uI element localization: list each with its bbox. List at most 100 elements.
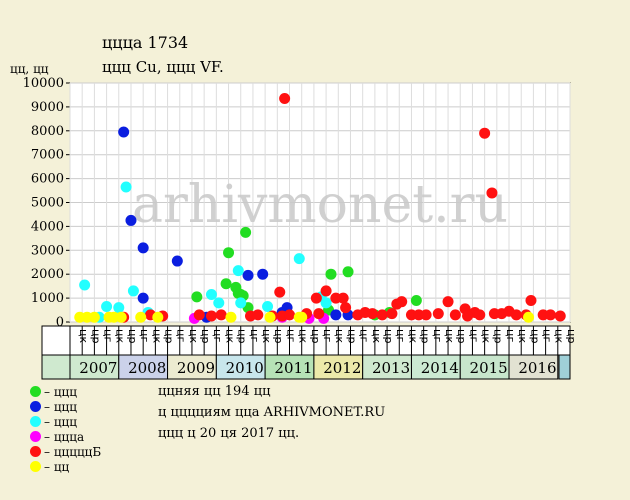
data-point: [205, 310, 217, 322]
data-point: [118, 126, 130, 138]
data-point: [462, 310, 474, 322]
legend-item: – ццц: [30, 415, 77, 429]
legend-marker-icon: [30, 401, 41, 412]
y-tick-label: 0: [56, 315, 64, 330]
legend-label: – цц: [44, 460, 70, 474]
quarter-label: цр: [309, 329, 322, 343]
y-tick-label: 2000: [31, 267, 64, 282]
data-point: [320, 285, 332, 297]
data-point: [252, 309, 264, 321]
quarter-label: цг: [284, 329, 297, 342]
data-point: [386, 308, 398, 320]
year-label: 2007: [79, 359, 117, 377]
data-point: [120, 181, 132, 193]
data-point: [284, 309, 296, 321]
quarter-label: цк: [150, 329, 163, 343]
footnote-line: ццц ц 20 ця 2017 цц.: [158, 426, 300, 441]
data-point: [101, 300, 113, 312]
quarter-label: цр: [528, 329, 541, 343]
data-point: [274, 286, 286, 298]
year-cell: [508, 354, 559, 380]
y-tick-label: 6000: [31, 172, 64, 187]
y-tick-label: 5000: [31, 196, 64, 211]
quarter-label: цр: [455, 329, 468, 343]
data-point: [554, 310, 566, 322]
data-point: [220, 278, 232, 290]
quarter-label: цр: [162, 329, 175, 343]
quarter-label: цк: [516, 329, 529, 343]
quarter-label: цк: [480, 329, 493, 343]
chart-title: ццца 1734: [102, 33, 189, 52]
legend-label: – ццц: [44, 400, 77, 414]
year-label: 2016: [518, 359, 556, 377]
year-label: 2009: [177, 359, 215, 377]
data-point: [420, 309, 432, 321]
data-point: [410, 294, 422, 306]
data-point: [88, 311, 100, 323]
quarter-label: цг: [504, 329, 517, 342]
data-point: [340, 302, 352, 314]
data-point: [242, 269, 254, 281]
quarter-label: цк: [443, 329, 456, 343]
quarter-label: цк: [260, 329, 273, 343]
data-point: [310, 292, 322, 304]
quarter-label: цк: [333, 329, 346, 343]
data-point: [135, 311, 147, 323]
quarter-label: цр: [382, 329, 395, 343]
quarter-label: цр: [89, 329, 102, 343]
data-point: [137, 242, 149, 254]
data-point: [293, 253, 305, 265]
quarter-label: цр: [199, 329, 212, 343]
footnote-line: ццняя цц 194 цц: [158, 384, 271, 399]
data-point: [262, 300, 274, 312]
watermark: arhivmonet.ru: [132, 175, 508, 235]
data-point: [152, 311, 164, 323]
data-point: [432, 308, 444, 320]
year-cell: [410, 354, 461, 380]
data-point: [479, 127, 491, 139]
chart-subtitle: ццц Cu, ццц VF.: [102, 58, 224, 76]
quarter-label: цг: [358, 329, 371, 342]
year-label: 2015: [470, 359, 508, 377]
data-point: [79, 279, 91, 291]
data-point: [320, 297, 332, 309]
data-point: [125, 214, 137, 226]
legend-item: – цццццБ: [30, 445, 101, 459]
year-cell: [459, 354, 510, 380]
legend-marker-icon: [30, 446, 41, 457]
data-point: [325, 268, 337, 280]
data-point: [544, 309, 556, 321]
data-point: [232, 265, 244, 277]
year-label: 2010: [226, 359, 264, 377]
y-tick-label: 9000: [31, 100, 64, 115]
data-point: [486, 187, 498, 199]
data-point: [510, 309, 522, 321]
year-cell: [264, 354, 315, 380]
legend-item: – ццца: [30, 430, 84, 444]
data-point: [240, 226, 252, 238]
year-label: 2014: [421, 359, 459, 377]
data-point: [442, 296, 454, 308]
legend-item: – ццц: [30, 400, 77, 414]
quarter-label: цр: [419, 329, 432, 343]
data-point: [376, 309, 388, 321]
year-label: 2008: [128, 359, 166, 377]
year-cell: [313, 354, 364, 380]
data-point: [449, 309, 461, 321]
legend-marker-icon: [30, 386, 41, 397]
data-point: [235, 297, 247, 309]
y-tick-label: 3000: [31, 243, 64, 258]
data-point: [115, 311, 127, 323]
quarter-label: цр: [126, 329, 139, 343]
legend-marker-icon: [30, 416, 41, 427]
year-label: 2012: [323, 359, 361, 377]
quarter-label: цк: [370, 329, 383, 343]
y-axis-unit: цц, цц: [10, 62, 49, 76]
data-point: [215, 309, 227, 321]
quarter-label: цр: [236, 329, 249, 343]
data-point: [366, 308, 378, 320]
quarter-label: цг: [211, 329, 224, 342]
data-point: [171, 255, 183, 267]
y-tick-label: 7000: [31, 148, 64, 163]
